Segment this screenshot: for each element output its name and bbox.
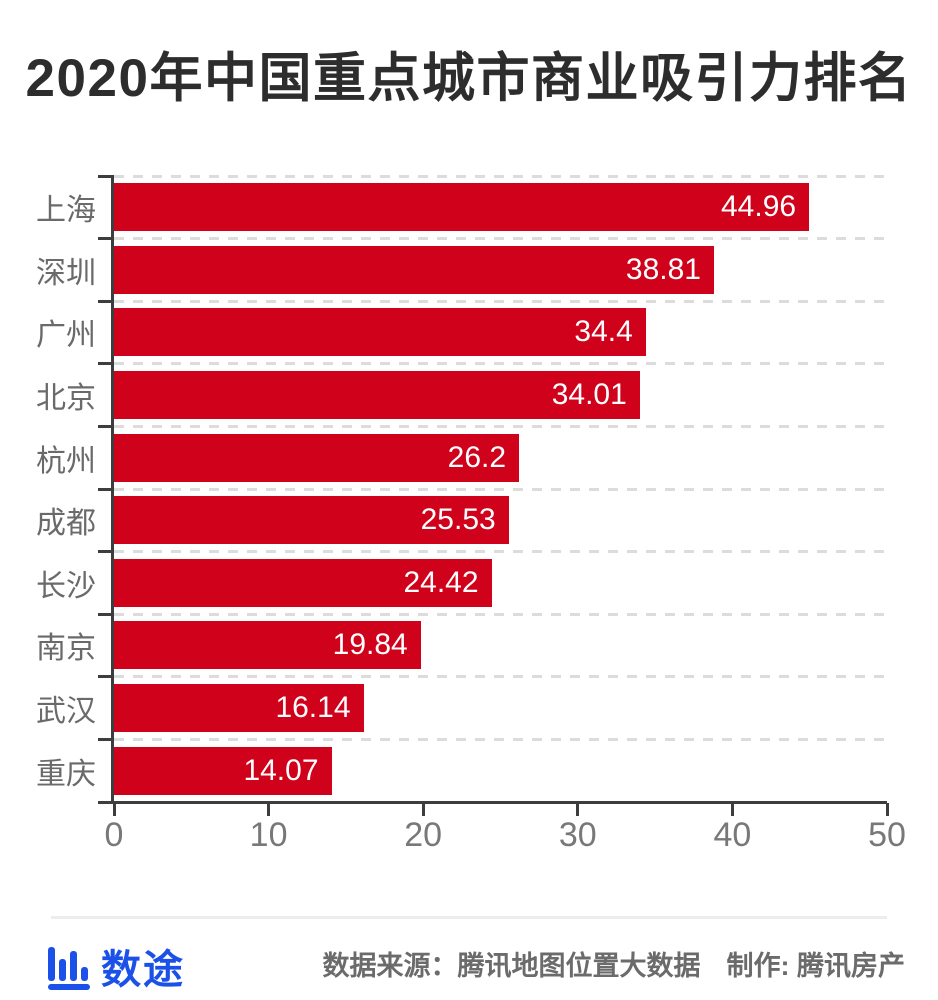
- bar-value-label: 44.96: [721, 190, 797, 224]
- y-axis-tick: [98, 550, 114, 554]
- y-axis-tick: [98, 737, 114, 741]
- y-axis-tick: [98, 424, 114, 428]
- credit-text: 制作: 腾讯房产: [726, 951, 906, 981]
- gridline-dashed: [114, 237, 887, 241]
- x-axis-tick-label: 20: [404, 816, 443, 854]
- x-axis-tick-label: 40: [713, 816, 752, 854]
- bar: 34.01: [114, 371, 640, 420]
- gridline-dashed: [114, 174, 887, 178]
- chart-row: 南京 19.84: [0, 612, 938, 677]
- category-label: 上海: [36, 194, 96, 228]
- x-axis-tick-label: 10: [249, 816, 288, 854]
- chart-row: 上海 44.96: [0, 174, 938, 239]
- category-label: 深圳: [36, 256, 96, 290]
- chart-row: 深圳 38.81: [0, 237, 938, 302]
- x-axis-tick-label: 50: [868, 816, 906, 854]
- bar: 16.14: [114, 684, 364, 733]
- chart-row: 重庆 14.07: [0, 737, 938, 802]
- category-label: 重庆: [36, 757, 96, 791]
- chart-row: 北京 34.01: [0, 362, 938, 427]
- y-axis-line: [111, 176, 114, 802]
- y-axis-tick: [98, 237, 114, 241]
- chart-row: 武汉 16.14: [0, 675, 938, 740]
- x-axis-tick: [267, 803, 271, 816]
- y-axis-tick: [98, 800, 114, 804]
- y-axis-tick: [98, 487, 114, 491]
- y-axis-tick: [98, 612, 114, 616]
- bar-value-label: 38.81: [625, 252, 701, 286]
- category-label: 武汉: [36, 695, 96, 729]
- bar-value-label: 19.84: [332, 628, 408, 662]
- x-axis-tick: [885, 803, 889, 816]
- logo-text: 数途: [101, 948, 185, 992]
- gridline-dashed: [114, 487, 887, 491]
- chart-row: 成都 25.53: [0, 487, 938, 552]
- gridline-dashed: [114, 612, 887, 616]
- bar-value-label: 25.53: [420, 503, 496, 537]
- bar: 26.2: [114, 433, 520, 482]
- bar-value-label: 34.01: [551, 378, 627, 412]
- x-axis-tick-label: 0: [104, 816, 124, 854]
- bar-value-label: 14.07: [243, 753, 319, 787]
- gridline-dashed: [114, 299, 887, 303]
- footer-divider: [51, 916, 887, 919]
- x-axis-tick-label: 30: [558, 816, 597, 854]
- category-label: 广州: [36, 319, 96, 353]
- data-source-text: 数据来源：腾讯地图位置大数据: [322, 951, 701, 981]
- category-label: 成都: [36, 507, 96, 541]
- bar-value-label: 16.14: [275, 691, 351, 725]
- bar: 34.4: [114, 308, 646, 357]
- bar: 24.42: [114, 558, 492, 607]
- bar: 38.81: [114, 245, 714, 294]
- x-axis-tick: [730, 803, 734, 816]
- gridline-dashed: [114, 737, 887, 741]
- bar: 44.96: [114, 183, 810, 232]
- bar: 25.53: [114, 496, 509, 545]
- x-axis-tick: [576, 803, 580, 816]
- gridline-dashed: [114, 550, 887, 554]
- chart-row: 广州 34.4: [0, 299, 938, 364]
- bar-value-label: 26.2: [447, 440, 507, 474]
- bar: 14.07: [114, 746, 332, 795]
- x-axis-line: [111, 800, 887, 804]
- chart-title: 2020年中国重点城市商业吸引力排名: [25, 49, 913, 108]
- footer-logo: 数途: [46, 937, 185, 995]
- bar-chart-icon: [48, 947, 90, 990]
- bar: 19.84: [114, 621, 421, 670]
- y-axis-tick: [98, 675, 114, 679]
- footer-credits: 数据来源：腾讯地图位置大数据 制作: 腾讯房产: [323, 944, 906, 983]
- y-axis-tick: [98, 174, 114, 178]
- x-axis-tick: [112, 803, 116, 816]
- bar-value-label: 24.42: [403, 565, 479, 599]
- y-axis-tick: [98, 362, 114, 366]
- bar-chart: 上海 44.96 深圳 38.81 广州 34.4 北京: [0, 174, 938, 896]
- y-axis-tick: [98, 299, 114, 303]
- category-label: 南京: [36, 632, 96, 666]
- category-label: 北京: [36, 382, 96, 416]
- chart-row: 杭州 26.2: [0, 424, 938, 489]
- category-label: 长沙: [36, 569, 96, 603]
- chart-row: 长沙 24.42: [0, 550, 938, 615]
- gridline-dashed: [114, 675, 887, 679]
- category-label: 杭州: [36, 444, 96, 478]
- x-axis-tick: [421, 803, 425, 816]
- gridline-dashed: [114, 424, 887, 428]
- bar-value-label: 34.4: [574, 315, 633, 349]
- gridline-dashed: [114, 362, 887, 366]
